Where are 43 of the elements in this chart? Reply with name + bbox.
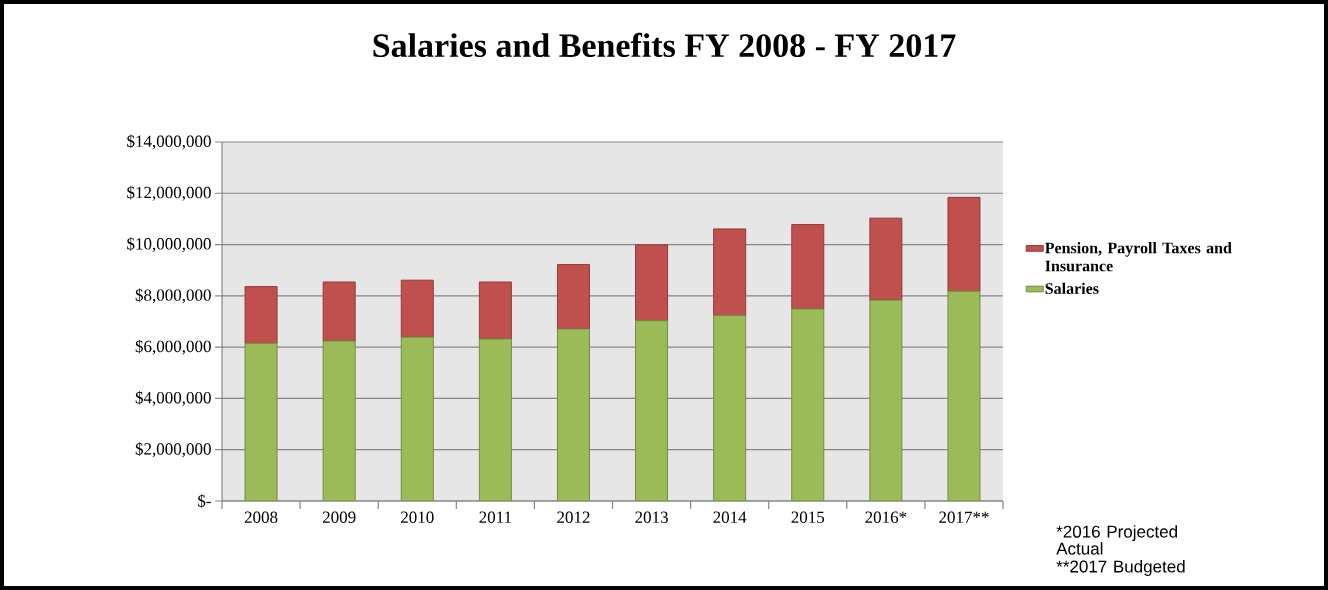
bar xyxy=(791,224,825,310)
x-tick-label: 2016* xyxy=(865,511,907,523)
x-tick-label: 2010 xyxy=(401,511,434,523)
y-tick-label: $6,000,000 xyxy=(135,339,211,355)
chart-title: Salaries and Benefits FY 2008 - FY 2017 xyxy=(373,32,956,58)
y-tick-label: $- xyxy=(198,494,211,508)
bar xyxy=(400,336,434,501)
bar xyxy=(478,281,512,340)
bar xyxy=(791,308,825,501)
x-tick-label: 2012 xyxy=(557,511,590,523)
bar xyxy=(556,328,590,501)
bar xyxy=(635,320,669,501)
x-tick-label: 2017** xyxy=(939,511,989,523)
bar xyxy=(322,281,356,342)
bar xyxy=(556,264,590,330)
x-tick-label: 2013 xyxy=(635,511,668,523)
legend-label: Pension, Payroll Taxes and Insurance xyxy=(1045,242,1232,272)
y-tick-label: $12,000,000 xyxy=(127,185,211,201)
x-tick-label: 2009 xyxy=(322,511,356,523)
y-tick-label: $8,000,000 xyxy=(135,288,211,304)
y-tick-label: $10,000,000 xyxy=(127,237,211,253)
bar xyxy=(713,315,747,501)
x-tick-label: 2008 xyxy=(244,511,278,523)
bar xyxy=(947,290,981,501)
y-tick-label: $14,000,000 xyxy=(127,134,211,150)
bar xyxy=(322,340,356,501)
bar xyxy=(478,338,512,501)
bar xyxy=(947,196,981,292)
bar xyxy=(244,342,278,501)
y-tick-label: $2,000,000 xyxy=(135,442,211,458)
bar xyxy=(635,244,669,322)
text: *2016 Projected Actual xyxy=(1056,525,1177,555)
bar xyxy=(869,217,903,301)
bar xyxy=(713,228,747,317)
legend-label: Salaries xyxy=(1045,282,1099,294)
bar xyxy=(400,279,434,338)
x-tick-label: 2011 xyxy=(479,511,512,523)
text: **2017 Budgeted xyxy=(1056,560,1185,576)
bar xyxy=(869,299,903,501)
bar xyxy=(244,286,278,344)
y-tick-label: $4,000,000 xyxy=(135,390,211,406)
x-tick-label: 2015 xyxy=(791,511,825,523)
x-tick-label: 2014 xyxy=(713,511,747,523)
